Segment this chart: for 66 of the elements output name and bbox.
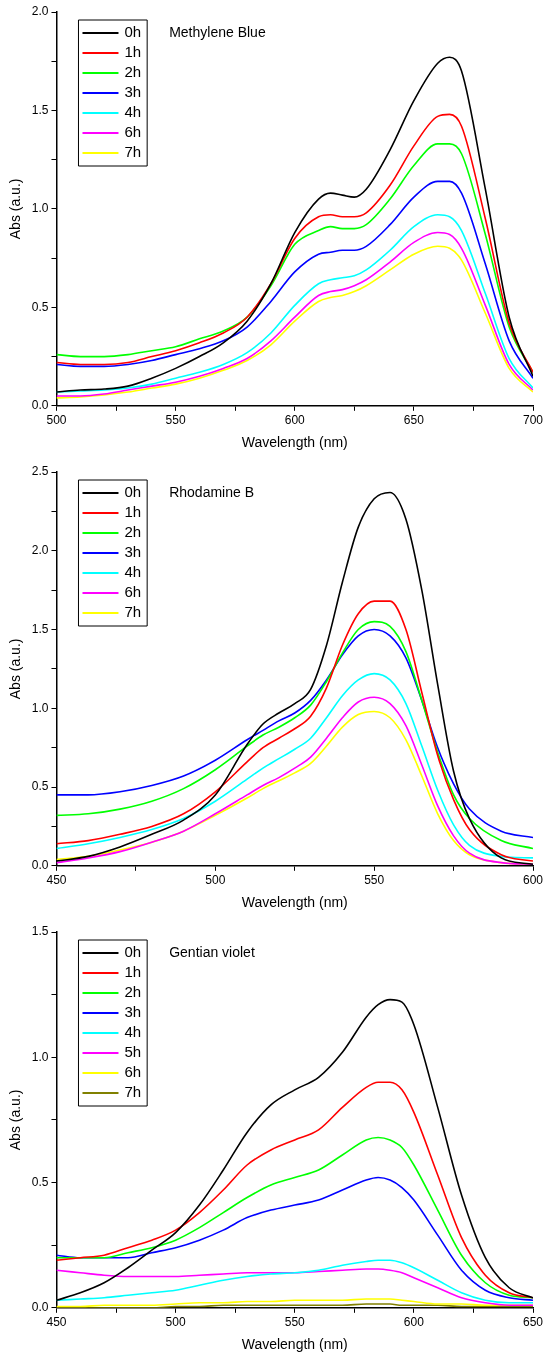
x-tick-label: 550 — [165, 413, 186, 428]
legend-label: 0h — [124, 483, 142, 501]
legend-label: 3h — [124, 1003, 142, 1021]
legend-label: 4h — [124, 1023, 142, 1041]
line-series — [56, 1081, 533, 1299]
x-tick-label: 550 — [364, 873, 385, 888]
x-axis-title: Wavelength (nm) — [241, 1336, 348, 1353]
text: Methylene Blue — [169, 23, 266, 40]
y-tick-label: 0.0 — [31, 398, 49, 413]
y-tick-label: 0.5 — [31, 1174, 49, 1189]
y-tick-label: 2.0 — [31, 543, 49, 558]
x-tick-label: 500 — [46, 413, 67, 428]
legend-label: 6h — [124, 583, 142, 601]
legend-label: 2h — [124, 63, 142, 81]
y-tick-label: 1.0 — [31, 1049, 49, 1064]
x-tick-label: 450 — [46, 1315, 67, 1330]
y-tick-label: 1.5 — [31, 102, 49, 117]
x-tick-label: 650 — [522, 1315, 544, 1330]
line-series — [56, 672, 533, 859]
legend-label: 1h — [124, 43, 142, 61]
legend-label: 7h — [124, 1083, 142, 1101]
y-tick-label: 1.0 — [31, 700, 49, 715]
x-tick-label: 500 — [205, 873, 226, 888]
y-tick-label: 1.5 — [31, 924, 49, 939]
legend-label: 7h — [124, 143, 142, 161]
text: Gentian violet — [169, 943, 255, 960]
legend-label: 0h — [124, 943, 142, 961]
x-axis-title: Wavelength (nm) — [241, 434, 348, 451]
y-axis-title: Abs (a.u.) — [7, 178, 24, 240]
line-series — [56, 1136, 533, 1299]
x-tick-label: 650 — [403, 413, 425, 428]
legend-label: 6h — [124, 123, 142, 141]
legend-label: 7h — [124, 603, 142, 621]
legend-label: 1h — [124, 963, 142, 981]
legend-label: 3h — [124, 83, 142, 101]
x-tick-label: 600 — [284, 413, 306, 428]
y-tick-label: 0.0 — [31, 1300, 49, 1315]
legend-label: 0h — [124, 23, 142, 41]
legend-label: 1h — [124, 503, 142, 521]
x-tick-label: 600 — [522, 873, 544, 888]
y-tick-label: 1.5 — [31, 621, 49, 636]
line-series — [56, 180, 533, 380]
line-series — [56, 1176, 533, 1302]
legend-label: 4h — [124, 563, 142, 581]
legend-label: 5h — [124, 1043, 142, 1061]
y-tick-label: 0.0 — [31, 858, 49, 873]
line-series — [56, 1259, 533, 1304]
x-tick-label: 700 — [522, 413, 544, 428]
y-tick-label: 1.0 — [31, 201, 49, 216]
legend-label: 2h — [124, 523, 142, 541]
text: Rhodamine B — [169, 483, 254, 500]
legend-label: 3h — [124, 543, 142, 561]
x-tick-label: 600 — [403, 1315, 425, 1330]
x-tick-label: 450 — [46, 873, 67, 888]
x-tick-label: 550 — [284, 1315, 306, 1330]
legend-label: 4h — [124, 103, 142, 121]
y-axis-title: Abs (a.u.) — [7, 638, 24, 700]
legend-label: 6h — [124, 1063, 142, 1081]
legend-label: 2h — [124, 983, 142, 1001]
y-tick-label: 0.5 — [31, 779, 49, 794]
y-tick-label: 2.0 — [31, 4, 49, 19]
x-axis-title: Wavelength (nm) — [241, 894, 348, 911]
y-axis-title: Abs (a.u.) — [7, 1089, 24, 1151]
y-tick-label: 0.5 — [31, 299, 49, 314]
x-tick-label: 500 — [165, 1315, 186, 1330]
y-tick-label: 2.5 — [31, 464, 49, 479]
